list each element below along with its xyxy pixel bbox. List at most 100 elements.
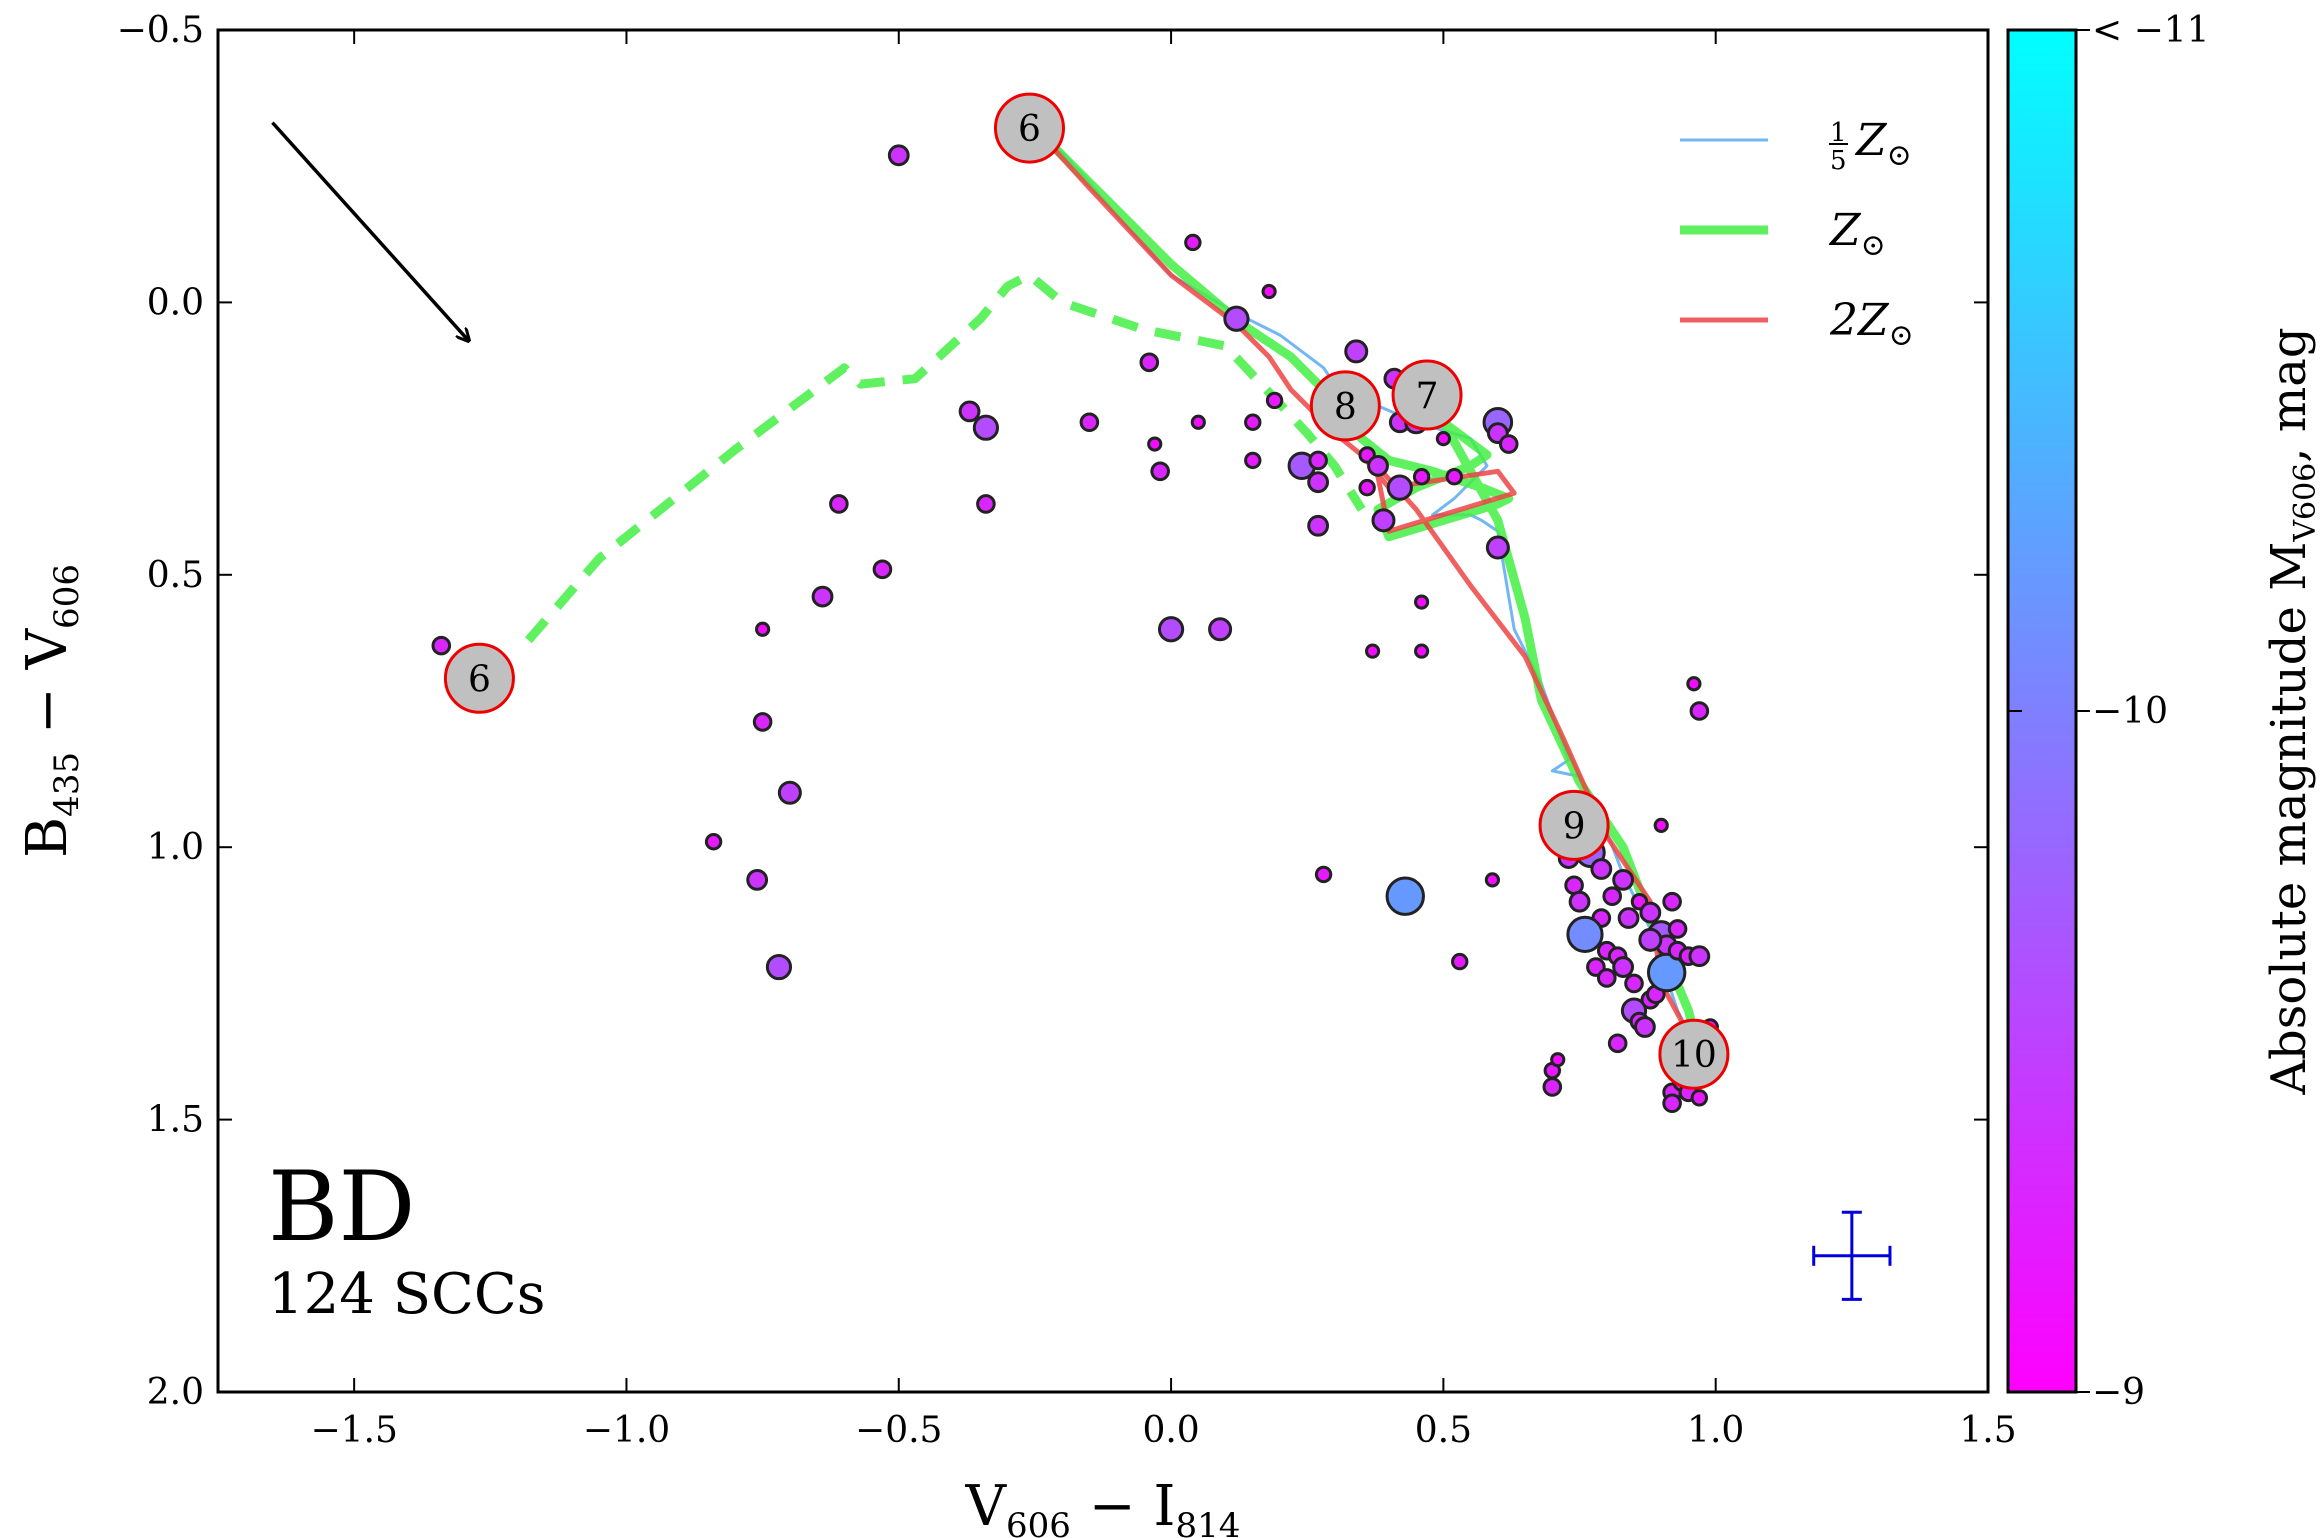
cluster-point bbox=[1568, 890, 1591, 913]
cluster-point bbox=[1358, 478, 1376, 497]
cluster-point bbox=[1079, 412, 1100, 433]
cluster-point bbox=[1607, 1033, 1628, 1054]
cluster-point bbox=[1314, 865, 1333, 884]
age-marker-label: 8 bbox=[1334, 387, 1357, 428]
x-axis-title-mid: − I bbox=[1071, 1474, 1176, 1538]
y-tick-label: 0.0 bbox=[147, 282, 204, 323]
cluster-point bbox=[1662, 891, 1682, 912]
cluster-point bbox=[1147, 436, 1163, 452]
cluster-point bbox=[1542, 1077, 1563, 1097]
age-marker-circle bbox=[1658, 1018, 1730, 1090]
x-tick-label: 1.0 bbox=[1687, 1410, 1744, 1451]
cluster-point bbox=[811, 585, 834, 608]
colorbar-ticks: < −11 −10 −9 bbox=[2008, 10, 2210, 1413]
y-axis-title-mid: − V bbox=[15, 627, 80, 752]
y-axis-title: B435 − V606 bbox=[15, 564, 87, 858]
plot-area: 6 6 8 7 9 10 bbox=[431, 92, 1730, 1114]
cluster-point bbox=[1633, 1016, 1656, 1038]
x-tick-label: −0.5 bbox=[855, 1410, 942, 1451]
x-axis-title: V606 − I814 bbox=[965, 1474, 1241, 1538]
cluster-point bbox=[1344, 339, 1369, 364]
legend-label: Z⊙ bbox=[1828, 205, 1886, 263]
y-axis-title-sub1: 435 bbox=[47, 752, 87, 817]
cluster-count-label: 124 SCCs bbox=[268, 1262, 545, 1327]
cluster-point bbox=[972, 414, 1000, 441]
legend: 1 5 Z⊙ Z⊙ 2Z⊙ bbox=[1680, 115, 1914, 353]
cluster-point bbox=[1435, 431, 1451, 447]
cluster-point bbox=[1617, 907, 1640, 929]
cluster-point bbox=[755, 621, 771, 637]
legend-label: 1 5 Z⊙ bbox=[1830, 115, 1912, 176]
cluster-point bbox=[746, 868, 769, 891]
cluster-point bbox=[1550, 1052, 1566, 1068]
cluster-point bbox=[1689, 701, 1710, 721]
track-line-3 bbox=[1032, 125, 1702, 1057]
cluster-point bbox=[1484, 872, 1501, 888]
cluster-point bbox=[1596, 968, 1617, 988]
cluster-point bbox=[1498, 434, 1519, 454]
cluster-point bbox=[1307, 471, 1330, 494]
plot-frame bbox=[216, 28, 1990, 1394]
colorbar-tick-label: −9 bbox=[2092, 1372, 2145, 1413]
isochrone-tracks bbox=[524, 121, 1704, 1059]
cluster-point bbox=[1265, 391, 1284, 410]
cluster-point bbox=[1690, 1089, 1709, 1107]
y-axis-title-sub2: 606 bbox=[47, 564, 87, 629]
age-marker-circle bbox=[1309, 370, 1381, 442]
cluster-point bbox=[1244, 413, 1262, 431]
cluster-point bbox=[1639, 901, 1662, 924]
cluster-point bbox=[1386, 474, 1413, 501]
colorbar-title-main: Absolute magnitude M bbox=[2261, 542, 2317, 1096]
cluster-point bbox=[1451, 952, 1469, 971]
cluster-point bbox=[1150, 461, 1170, 482]
cluster-point bbox=[1638, 927, 1663, 952]
cluster-point bbox=[1364, 643, 1381, 659]
y-tick-label: 0.5 bbox=[147, 555, 204, 596]
cluster-point bbox=[1412, 468, 1431, 486]
cluster-point bbox=[431, 635, 452, 656]
cluster-point bbox=[1371, 508, 1396, 533]
y-tick-label: −0.5 bbox=[117, 10, 204, 51]
cluster-point bbox=[976, 494, 996, 514]
cluster-point bbox=[1307, 514, 1330, 537]
x-axis-ticks: −1.5 −1.0 −0.5 0.0 0.5 1.0 1.5 bbox=[310, 30, 2017, 1451]
cluster-point bbox=[1223, 305, 1250, 332]
age-marker-label: 6 bbox=[468, 659, 491, 700]
cluster-point bbox=[1157, 616, 1185, 643]
cluster-point bbox=[1244, 451, 1262, 470]
age-marker-label: 10 bbox=[1671, 1035, 1717, 1076]
cluster-point bbox=[829, 494, 849, 514]
cluster-point bbox=[1385, 876, 1425, 916]
colorbar-title-suffix: , mag bbox=[2261, 327, 2317, 462]
cluster-point bbox=[1602, 886, 1623, 907]
cluster-point bbox=[1667, 919, 1688, 939]
galaxy-region-label: BD bbox=[268, 1151, 416, 1263]
age-markers: 6 6 8 7 9 10 bbox=[443, 92, 1730, 1090]
cluster-point bbox=[1686, 676, 1702, 692]
cluster-point bbox=[1184, 233, 1202, 252]
cluster-point bbox=[1590, 858, 1613, 880]
cluster-point bbox=[1190, 414, 1206, 430]
cluster-point bbox=[1414, 594, 1430, 610]
cluster-point bbox=[1485, 535, 1510, 560]
x-axis-title-sub1: 606 bbox=[1006, 1506, 1071, 1538]
y-axis-ticks: −0.5 0.0 0.5 1.0 1.5 2.0 bbox=[117, 10, 1988, 1413]
reddening-vector-arrow bbox=[271, 121, 468, 341]
age-marker-circle bbox=[1538, 789, 1610, 861]
cluster-point bbox=[765, 953, 793, 981]
cluster-point bbox=[1653, 817, 1669, 834]
legend-label: 2Z⊙ bbox=[1829, 295, 1914, 353]
cluster-point bbox=[1662, 1093, 1682, 1114]
age-marker-circle bbox=[1391, 359, 1463, 431]
age-marker-label: 6 bbox=[1018, 109, 1041, 150]
cluster-point bbox=[1261, 283, 1277, 300]
colorbar-tick-label: −10 bbox=[2092, 691, 2168, 732]
colorbar-title-sub: V606 bbox=[2288, 463, 2323, 543]
age-marker-label: 9 bbox=[1563, 806, 1586, 847]
colorbar-tick-label: < −11 bbox=[2092, 10, 2210, 51]
cluster-point bbox=[1208, 617, 1233, 642]
x-axis-title-sub2: 814 bbox=[1176, 1506, 1241, 1538]
age-marker-circle bbox=[993, 92, 1065, 164]
cluster-point bbox=[887, 144, 910, 167]
